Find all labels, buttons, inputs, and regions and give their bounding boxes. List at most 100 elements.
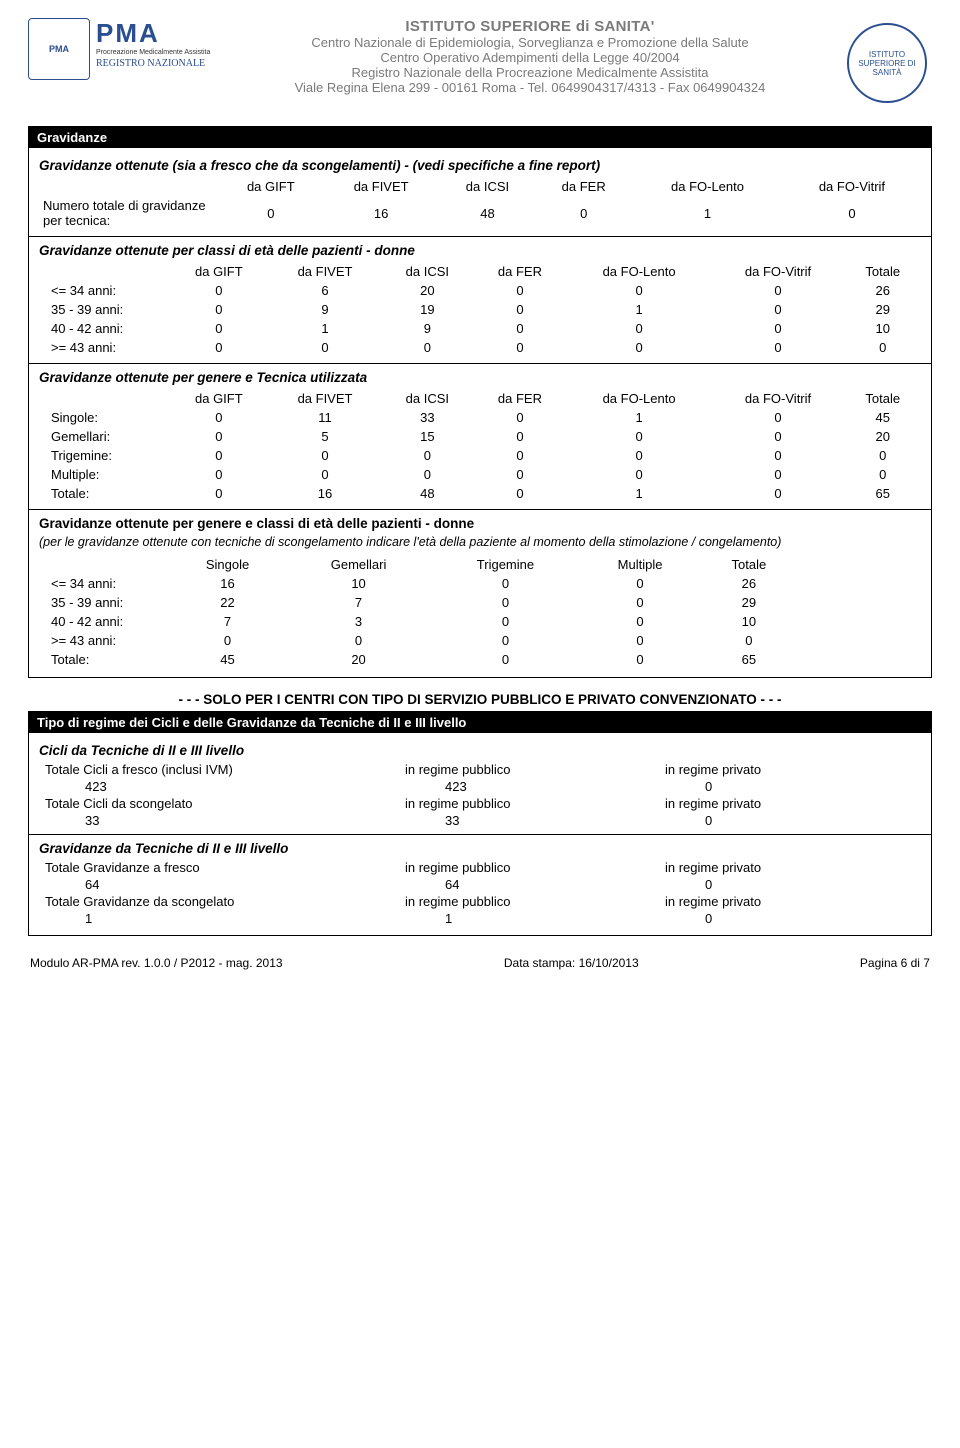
- col: da FIVET: [269, 389, 382, 408]
- cell: 0: [712, 319, 845, 338]
- row-label: Gemellari:: [39, 427, 169, 446]
- regime-row: 64 64 0: [45, 877, 921, 892]
- cell: 1: [632, 196, 783, 230]
- cell: 0: [567, 446, 712, 465]
- table-row: >= 43 anni:00000: [39, 631, 798, 650]
- cell: 10: [844, 319, 921, 338]
- cell: 0: [169, 446, 269, 465]
- regime-row: Totale Cicli a fresco (inclusi IVM) in r…: [45, 762, 921, 777]
- table-row: Multiple:0000000: [39, 465, 921, 484]
- regime-pub-label: in regime pubblico: [405, 762, 665, 777]
- sub-genere-eta-note: (per le gravidanze ottenute con tecniche…: [39, 535, 921, 549]
- regime-priv-val: 0: [665, 877, 865, 892]
- cell: 0: [269, 446, 382, 465]
- table-row: Trigemine:0000000: [39, 446, 921, 465]
- table-row: >= 43 anni:0000000: [39, 338, 921, 357]
- cell: 7: [286, 593, 431, 612]
- col: da FIVET: [269, 262, 382, 281]
- cell: 0: [844, 446, 921, 465]
- cell: 10: [286, 574, 431, 593]
- col: da GIFT: [169, 389, 269, 408]
- col: da FO-Lento: [567, 389, 712, 408]
- regime-pub-label: in regime pubblico: [405, 894, 665, 909]
- regime-total-val: 1: [45, 911, 405, 926]
- cell: 29: [844, 300, 921, 319]
- cell: 0: [712, 300, 845, 319]
- col-totale: Totale: [844, 262, 921, 281]
- row-label: <= 34 anni:: [39, 574, 169, 593]
- col: Multiple: [580, 555, 700, 574]
- cell: 0: [431, 631, 580, 650]
- logo-iss: ISTITUTO SUPERIORE DI SANITÀ: [842, 18, 932, 108]
- cell: 0: [431, 574, 580, 593]
- cell: 0: [783, 196, 921, 230]
- row-label: Trigemine:: [39, 446, 169, 465]
- col: da ICSI: [381, 262, 473, 281]
- org-line5: Viale Regina Elena 299 - 00161 Roma - Te…: [228, 80, 832, 95]
- cell: 45: [844, 408, 921, 427]
- col: Totale: [700, 555, 797, 574]
- cell: 0: [473, 300, 566, 319]
- org-line3: Centro Operativo Adempimenti della Legge…: [228, 50, 832, 65]
- cell: 0: [580, 574, 700, 593]
- cell: 1: [567, 484, 712, 503]
- cell: 0: [473, 484, 566, 503]
- cell: 9: [269, 300, 382, 319]
- cell: 65: [700, 650, 797, 669]
- cell: 0: [844, 465, 921, 484]
- regime-box: Tipo di regime dei Cicli e delle Gravida…: [28, 711, 932, 936]
- col: da FER: [473, 389, 566, 408]
- cell: 16: [169, 574, 286, 593]
- cell: 20: [286, 650, 431, 669]
- pma-subtitle: Procreazione Medicalmente Assistita: [96, 49, 218, 56]
- cross-table: Singole Gemellari Trigemine Multiple Tot…: [39, 555, 798, 669]
- col: da FO-Lento: [567, 262, 712, 281]
- cell: 1: [269, 319, 382, 338]
- cell: 0: [712, 408, 845, 427]
- regime-title: Tipo di regime dei Cicli e delle Gravida…: [29, 712, 931, 733]
- grav-subtitle: Gravidanze da Tecniche di II e III livel…: [39, 841, 921, 856]
- cell: 0: [473, 319, 566, 338]
- table-row: 40 - 42 anni:01900010: [39, 319, 921, 338]
- cell: 0: [473, 427, 566, 446]
- cell: 0: [567, 281, 712, 300]
- cell: 0: [169, 319, 269, 338]
- sub-genere-tecnica: Gravidanze ottenute per genere e Tecnica…: [39, 370, 921, 385]
- cell: 11: [269, 408, 382, 427]
- cell: 26: [844, 281, 921, 300]
- table-row: Singole:0113301045: [39, 408, 921, 427]
- iss-seal-icon: ISTITUTO SUPERIORE DI SANITÀ: [847, 23, 927, 103]
- cell: 0: [431, 650, 580, 669]
- col-totale: Totale: [844, 389, 921, 408]
- regime-pub-val: 64: [405, 877, 665, 892]
- row-label: 35 - 39 anni:: [39, 593, 169, 612]
- cell: 0: [580, 612, 700, 631]
- pma-logo-text: PMA Procreazione Medicalmente Assistita …: [96, 18, 218, 69]
- cell: 5: [269, 427, 382, 446]
- regime-pub-label: in regime pubblico: [405, 860, 665, 875]
- col-icsi: da ICSI: [440, 177, 536, 196]
- cell: 7: [169, 612, 286, 631]
- cell: 0: [169, 408, 269, 427]
- cell: 29: [700, 593, 797, 612]
- cell: 0: [712, 281, 845, 300]
- cell: 0: [473, 465, 566, 484]
- cell: 0: [580, 631, 700, 650]
- table-row: 40 - 42 anni:730010: [39, 612, 798, 631]
- cell: 26: [700, 574, 797, 593]
- cell: 0: [712, 446, 845, 465]
- pma-logo-icon: PMA: [28, 18, 90, 80]
- cell: 0: [473, 281, 566, 300]
- org-line4: Registro Nazionale della Procreazione Me…: [228, 65, 832, 80]
- page-header: PMA PMA Procreazione Medicalmente Assist…: [28, 18, 932, 108]
- row-label: 35 - 39 anni:: [39, 300, 169, 319]
- row-label: >= 43 anni:: [39, 338, 169, 357]
- col: da FO-Vitrif: [712, 389, 845, 408]
- cell: 15: [381, 427, 473, 446]
- regime-row: Totale Cicli da scongelato in regime pub…: [45, 796, 921, 811]
- cell: 0: [169, 281, 269, 300]
- regime-row: Totale Gravidanze a fresco in regime pub…: [45, 860, 921, 875]
- cell: 65: [844, 484, 921, 503]
- row-label: >= 43 anni:: [39, 631, 169, 650]
- regime-pub-val: 33: [405, 813, 665, 828]
